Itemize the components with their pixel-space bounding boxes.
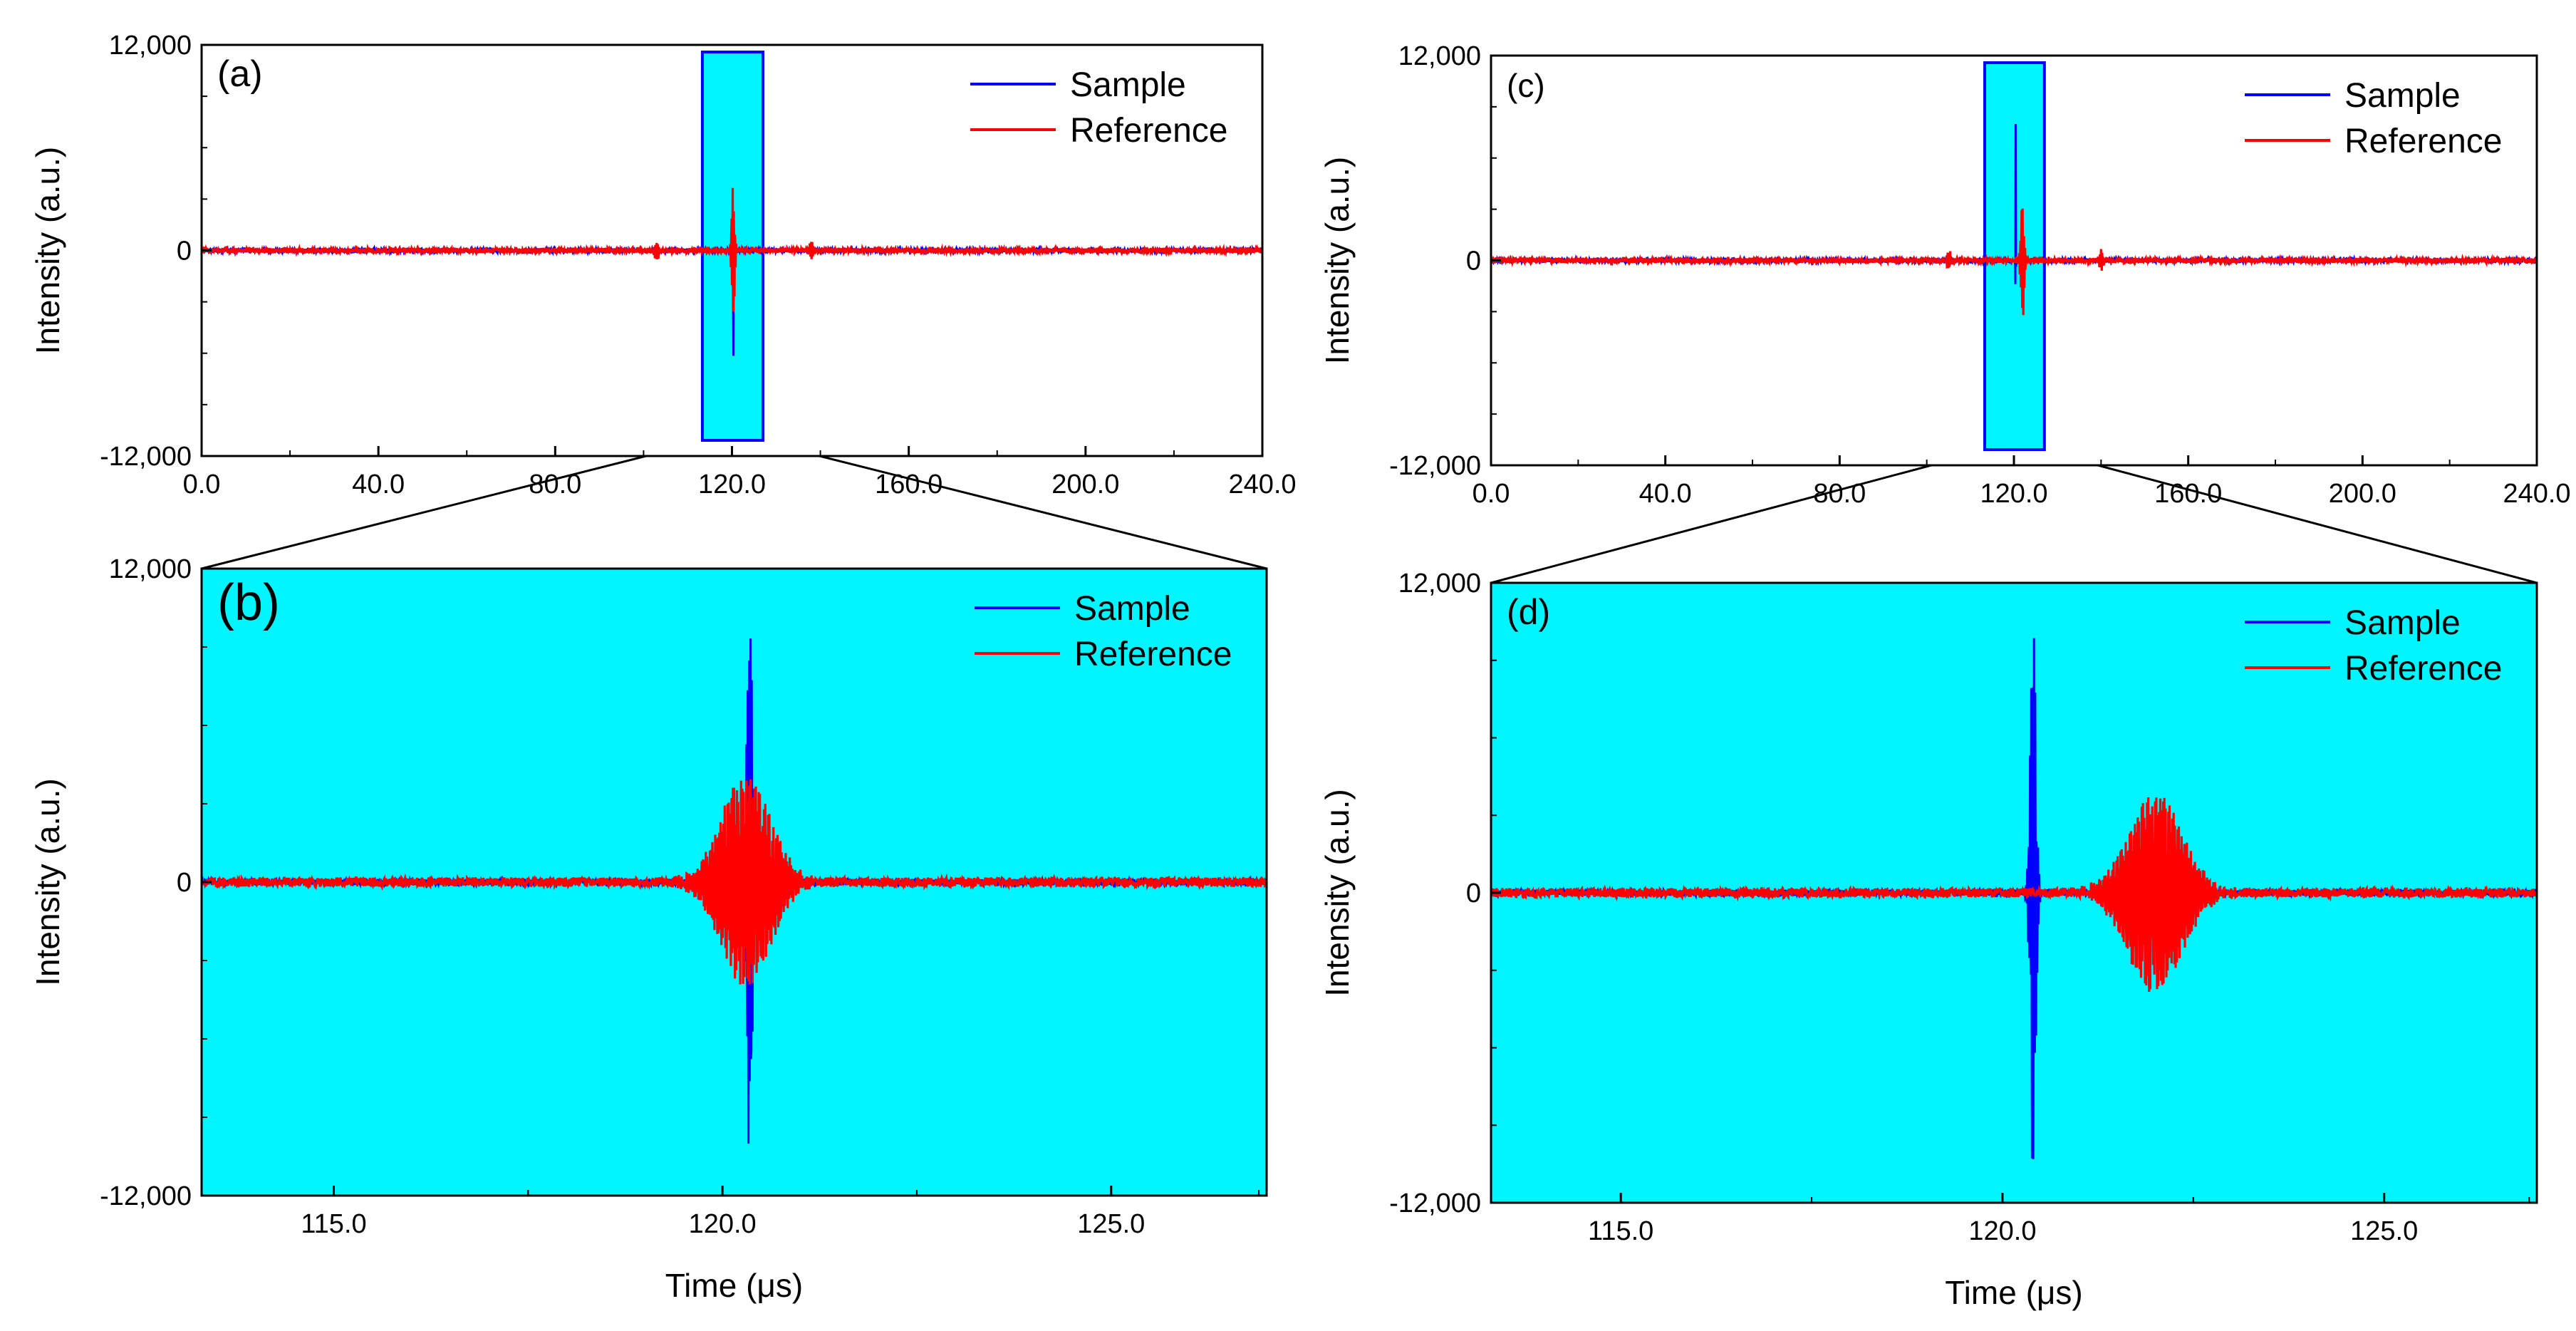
y-axis-title: Intensity (a.u.) — [1319, 157, 1356, 364]
y-tick-label: 12,000 — [1398, 569, 1481, 599]
y-tick-label: 12,000 — [109, 554, 192, 584]
x-tick-label: 115.0 — [1588, 1216, 1653, 1246]
x-tick-label: 160.0 — [875, 470, 942, 499]
y-tick-label: 0 — [1466, 879, 1481, 908]
x-tick-label: 120.0 — [1980, 479, 2047, 509]
series-line-reference — [202, 779, 1267, 985]
x-tick-label: 125.0 — [1077, 1209, 1145, 1239]
legend-label-reference: Reference — [1074, 636, 1232, 673]
legend-label-sample: Sample — [2344, 77, 2461, 115]
data-layer — [202, 51, 1262, 442]
x-tick-label: 40.0 — [1639, 479, 1692, 509]
x-tick-label: 125.0 — [2350, 1216, 2418, 1246]
y-tick-label: -12,000 — [100, 1181, 192, 1211]
x-tick-label: 160.0 — [2154, 479, 2222, 509]
zoom-connector-right — [762, 440, 1267, 570]
x-axis-title: Time (μs) — [665, 1267, 803, 1304]
panel-letter: (c) — [1507, 67, 1545, 104]
y-axis-title: Intensity (a.u.) — [29, 147, 66, 354]
x-tick-label: 0.0 — [1473, 479, 1510, 509]
panel-d: 12,000 0 -12,000 115.0 120.0 125.0 Intensity (… — [1319, 569, 2538, 1311]
panel-letter: (d) — [1507, 592, 1550, 632]
panel-letter: (a) — [217, 53, 263, 95]
zoom-connector-left — [1490, 450, 1985, 584]
zoom-connector-left — [201, 440, 703, 570]
y-tick-label: -12,000 — [1389, 1188, 1481, 1218]
data-layer — [202, 638, 1267, 1144]
legend-label-reference: Reference — [2344, 650, 2502, 688]
y-tick-label: 12,000 — [1398, 41, 1481, 71]
legend-label-sample: Sample — [2344, 604, 2461, 642]
y-tick-label: 0 — [177, 868, 192, 898]
panel-letter: (b) — [217, 574, 280, 631]
x-tick-label: 40.0 — [352, 470, 405, 499]
series-line-reference — [1491, 208, 2537, 316]
x-tick-label: 120.0 — [1968, 1216, 2036, 1246]
y-axis-title: Intensity (a.u.) — [1319, 789, 1356, 996]
x-tick-label: 200.0 — [2329, 479, 2396, 509]
x-tick-label: 80.0 — [1813, 479, 1866, 509]
x-tick-label: 240.0 — [2503, 479, 2570, 509]
legend-label-sample: Sample — [1070, 66, 1186, 104]
legend-label-reference: Reference — [2344, 123, 2502, 160]
y-tick-label: -12,000 — [1389, 451, 1481, 481]
series-line-reference — [1491, 797, 2537, 993]
x-tick-label: 115.0 — [301, 1209, 366, 1239]
x-tick-label: 0.0 — [183, 470, 221, 499]
legend-label-reference: Reference — [1070, 112, 1227, 150]
x-axis-title: Time (μs) — [1945, 1274, 2082, 1311]
panel-b: 12,000 0 -12,000 115.0 120.0 125.0 Intensity (… — [29, 554, 1268, 1304]
x-tick-label: 80.0 — [529, 470, 581, 499]
y-tick-label: 0 — [1466, 247, 1481, 276]
y-tick-label: 12,000 — [109, 31, 192, 61]
y-axis-title: Intensity (a.u.) — [29, 778, 66, 985]
zoom-connector-right — [2044, 450, 2538, 584]
y-tick-label: 0 — [177, 237, 192, 266]
zoom-connector-layer — [201, 440, 2538, 584]
series-line-reference — [202, 187, 1262, 312]
x-tick-label: 120.0 — [698, 470, 766, 499]
data-layer — [1491, 61, 2537, 451]
x-tick-label: 120.0 — [689, 1209, 757, 1239]
x-tick-label: 200.0 — [1051, 470, 1119, 499]
data-layer — [1491, 638, 2537, 1159]
x-tick-label: 240.0 — [1228, 470, 1296, 499]
y-tick-label: -12,000 — [100, 442, 192, 472]
legend-label-sample: Sample — [1074, 590, 1190, 628]
